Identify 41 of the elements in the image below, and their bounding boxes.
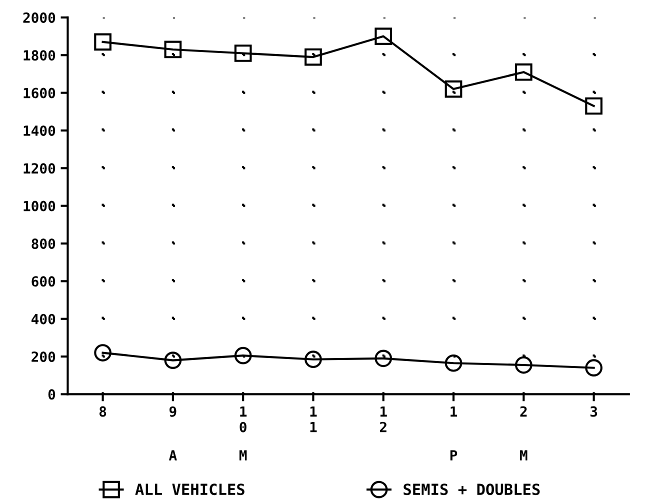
y-tick-label: 1400 [24, 125, 56, 136]
y-tick-label: 600 [32, 276, 56, 287]
legend-label: ALL VEHICLES [135, 484, 244, 496]
point [94, 33, 112, 51]
x-tick-label: 11 [310, 406, 317, 432]
point [444, 80, 462, 98]
text: M [239, 450, 247, 460]
text: M [520, 450, 528, 460]
point [444, 354, 462, 372]
y-tick-label: 200 [32, 352, 56, 362]
y-tick-label: 2000 [23, 12, 56, 23]
point [374, 350, 392, 368]
point [304, 48, 322, 66]
x-tick-label: 2 [520, 406, 527, 417]
x-tick-label: 12 [380, 406, 387, 432]
point [585, 97, 602, 115]
point [164, 40, 182, 58]
point [514, 356, 532, 374]
legend-label: SEMIS + DOUBLES [404, 484, 540, 496]
y-tick-label: 1800 [24, 50, 56, 61]
point [514, 63, 532, 81]
x-tick-label: 1 [450, 406, 458, 417]
text: P [450, 450, 458, 460]
y-tick-label: 0 [48, 389, 56, 400]
point [94, 344, 112, 362]
point [374, 28, 392, 45]
x-tick-label: 3 [590, 406, 598, 417]
x-tick-label: 9 [170, 406, 176, 417]
y-tick-label: 1600 [24, 88, 56, 98]
point [304, 350, 322, 368]
point [234, 44, 252, 62]
y-tick-label: 800 [32, 238, 56, 249]
text: A [168, 450, 177, 460]
y-tick-label: 1200 [24, 163, 56, 174]
point [164, 352, 182, 369]
x-tick-label: 8 [99, 406, 106, 417]
y-tick-label: 1000 [24, 200, 56, 212]
x-tick-label: 10 [240, 406, 247, 432]
point [585, 359, 602, 377]
y-tick-label: 400 [32, 314, 56, 324]
point [234, 346, 252, 364]
